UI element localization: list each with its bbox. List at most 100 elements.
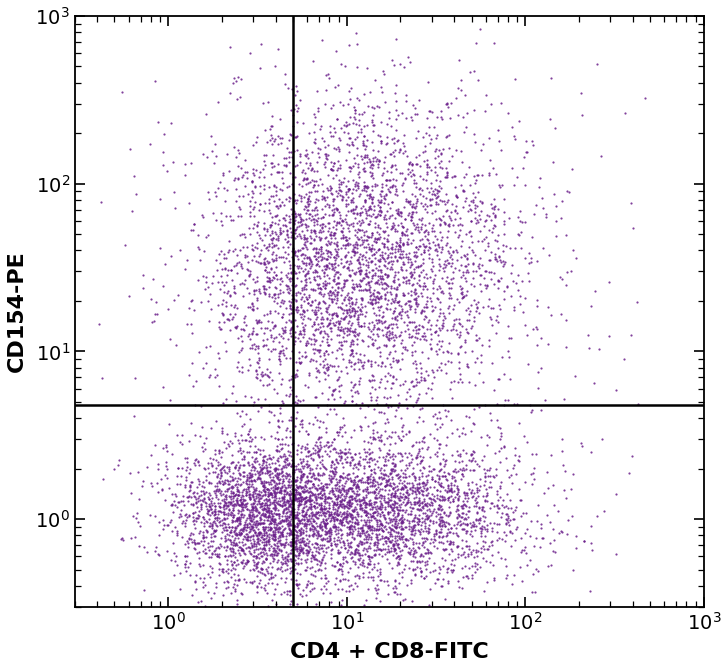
Point [363,219,375,229]
Point [374,564,386,575]
Point [368,481,380,492]
Point [304,494,315,504]
Point [347,265,358,276]
Point [245,475,256,486]
Point [294,473,306,484]
Point [521,559,533,570]
Point [397,177,409,188]
Point [160,440,172,450]
Point [435,341,446,351]
Point [462,302,474,313]
Point [271,472,282,483]
Point [333,324,344,334]
Point [192,597,204,607]
Point [311,258,323,269]
Point [355,502,366,513]
Point [356,254,368,264]
Point [379,256,390,267]
Point [411,377,422,388]
Point [340,300,352,310]
Point [283,181,295,192]
Point [523,248,534,258]
Point [300,492,312,502]
Point [362,525,373,536]
Point [197,577,209,587]
Point [269,270,281,281]
Point [471,559,483,570]
Point [369,496,381,507]
Point [241,446,253,457]
Point [390,583,402,593]
Point [374,518,386,529]
Point [376,283,387,294]
Point [285,414,297,425]
Point [488,385,499,395]
Point [258,544,270,555]
Point [181,536,193,547]
Point [408,381,420,391]
Point [381,221,392,232]
Point [258,180,270,191]
Point [344,94,356,104]
Point [370,292,381,303]
Point [351,207,363,218]
Point [284,492,296,502]
Point [360,284,371,294]
Point [369,335,381,346]
Point [223,581,234,592]
Point [428,274,440,284]
Point [420,268,432,279]
Point [344,139,355,150]
Point [331,217,343,227]
Point [404,496,416,507]
Point [459,337,471,348]
Point [258,484,269,495]
Point [392,518,404,529]
Point [248,326,259,337]
Point [237,539,249,550]
Point [295,474,306,484]
Point [371,523,383,534]
Point [238,419,250,429]
Point [397,482,408,493]
Point [503,519,515,530]
Point [371,233,383,244]
Point [335,337,347,347]
Point [360,234,372,245]
Point [285,317,297,328]
Point [349,239,360,250]
Point [323,273,334,284]
Point [366,525,378,536]
Point [428,464,440,474]
Point [365,299,377,310]
Point [397,290,409,300]
Point [349,448,361,459]
Point [258,284,269,294]
Point [304,522,315,533]
Point [294,589,306,599]
Point [234,460,245,470]
Point [363,193,375,203]
Point [501,282,513,293]
Point [416,281,428,292]
Point [306,520,318,531]
Point [253,284,265,294]
Point [307,551,319,562]
Point [449,181,461,192]
Point [352,481,363,492]
Point [361,484,373,494]
Point [277,492,289,503]
Point [393,280,405,290]
Point [190,493,202,504]
Point [335,524,347,535]
Point [256,367,268,378]
Point [464,203,476,214]
Point [393,554,405,565]
Point [258,557,270,567]
Point [330,255,341,266]
Point [347,523,358,534]
Point [240,518,251,529]
Point [392,296,404,307]
Point [423,161,435,172]
Point [277,515,288,526]
